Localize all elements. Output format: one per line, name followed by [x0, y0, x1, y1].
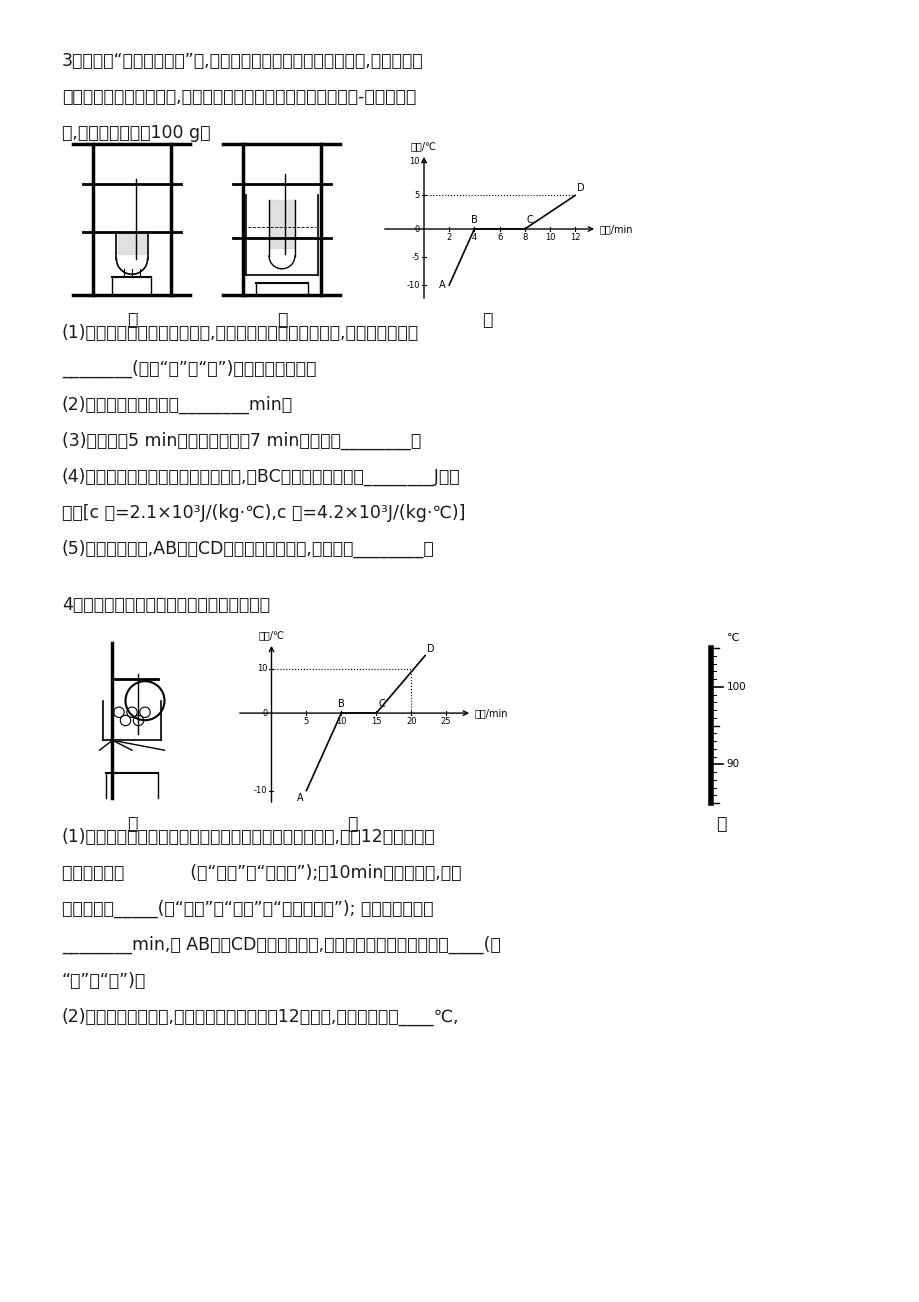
Text: 温度/℃: 温度/℃ — [411, 141, 437, 151]
Text: 乙: 乙 — [346, 815, 357, 833]
Text: D: D — [426, 643, 435, 654]
Text: (4)设相同时间内物质吸收的热量相同,则BC阶段物质共吸收了________J的热: (4)设相同时间内物质吸收的热量相同,则BC阶段物质共吸收了________J的… — [62, 467, 460, 486]
Text: A: A — [438, 280, 445, 290]
Text: 10: 10 — [544, 233, 555, 242]
Text: (1)根据实验记录他绘制了冰融化时温度随时间变化的图像,如图12乙所示。由: (1)根据实验记录他绘制了冰融化时温度随时间变化的图像,如图12乙所示。由 — [62, 828, 436, 846]
Text: 10: 10 — [409, 158, 420, 167]
Text: 甲: 甲 — [127, 815, 137, 833]
Text: 20: 20 — [405, 717, 416, 727]
Text: 丙: 丙 — [716, 815, 726, 833]
Text: 5: 5 — [414, 191, 420, 201]
Text: D: D — [576, 184, 584, 194]
Text: 10: 10 — [256, 664, 267, 673]
Text: 90: 90 — [726, 759, 739, 769]
Text: (2)继续加热到水沸腾,此时温度计的示数如图12丙所示,则水的沸点是____℃,: (2)继续加热到水沸腾,此时温度计的示数如图12丙所示,则水的沸点是____℃, — [62, 1008, 460, 1026]
Text: (3)物质在第5 min具有的内能比第7 min时的内能________。: (3)物质在第5 min具有的内能比第7 min时的内能________。 — [62, 432, 421, 450]
Text: 象,已知冰的质量为100 g。: 象,已知冰的质量为100 g。 — [62, 124, 210, 142]
Text: 15: 15 — [370, 717, 381, 727]
Text: (1)为了使试管中的冰受热均匀,且便于记录各时刻的温度値,小明同学应选用: (1)为了使试管中的冰受热均匀,且便于记录各时刻的温度値,小明同学应选用 — [62, 324, 419, 342]
Text: “大”或“小”)。: “大”或“小”)。 — [62, 973, 146, 990]
Text: 6: 6 — [496, 233, 502, 242]
Text: -10: -10 — [406, 280, 420, 289]
Text: 10: 10 — [335, 717, 346, 727]
Text: A: A — [297, 793, 303, 802]
Text: 2: 2 — [446, 233, 451, 242]
Text: 12: 12 — [570, 233, 580, 242]
Text: 的物质处于_____(填“固态”、“液态”或“固液混合态”); 冰融化过程需要: 的物质处于_____(填“固态”、“液态”或“固液混合态”); 冰融化过程需要 — [62, 900, 433, 918]
Text: 0: 0 — [262, 708, 267, 717]
Text: (2)冰的融化过程持续了________min。: (2)冰的融化过程持续了________min。 — [62, 396, 293, 414]
Text: 丙: 丙 — [482, 311, 492, 329]
Text: ℃: ℃ — [726, 633, 738, 643]
Text: 时间/min: 时间/min — [599, 224, 633, 234]
Text: 温度/℃: 温度/℃ — [258, 630, 284, 641]
Text: 量。[c 冰=2.1×10³J/(kg·℃),c 水=4.2×10³J/(kg·℃)]: 量。[c 冰=2.1×10³J/(kg·℃),c 水=4.2×10³J/(kg·… — [62, 504, 465, 522]
Text: ________(选填“甲”或“乙”)装置来进行实验。: ________(选填“甲”或“乙”)装置来进行实验。 — [62, 359, 316, 379]
Text: 时间/min: 时间/min — [474, 708, 508, 719]
Text: 3、在探究“冰的融化特点”时,有如图甲、乙所示的两套实验装置,小明选择了: 3、在探究“冰的融化特点”时,有如图甲、乙所示的两套实验装置,小明选择了 — [62, 52, 423, 70]
Text: 25: 25 — [440, 717, 451, 727]
Text: 4: 4 — [471, 233, 477, 242]
Text: B: B — [337, 699, 345, 710]
Text: 合适的实验装置进行实验,根据实验数据绘制了如图丙所示的温度-时间关系图: 合适的实验装置进行实验,根据实验数据绘制了如图丙所示的温度-时间关系图 — [62, 89, 415, 105]
Text: 0: 0 — [414, 224, 420, 233]
Text: C: C — [527, 215, 533, 225]
Text: B: B — [471, 215, 477, 225]
Text: 甲: 甲 — [127, 311, 137, 329]
Text: 5: 5 — [303, 717, 309, 727]
Text: 100: 100 — [726, 682, 745, 691]
Text: -5: -5 — [412, 253, 420, 262]
Text: C: C — [378, 699, 385, 710]
Text: 图像可知冰是            (填“晶体”或“非晶体”);在10min末这一时刻,杯里: 图像可知冰是 (填“晶体”或“非晶体”);在10min末这一时刻,杯里 — [62, 865, 461, 881]
Text: 乙: 乙 — [277, 311, 287, 329]
Text: 4、小明同学用如图甲所示的装置对冰加热。: 4、小明同学用如图甲所示的装置对冰加热。 — [62, 596, 269, 615]
Text: ________min,从 AB段和CD段的比较可知,冰的比热容比水的比热容要____(填: ________min,从 AB段和CD段的比较可知,冰的比热容比水的比热容要_… — [62, 936, 500, 954]
Text: 8: 8 — [522, 233, 527, 242]
Text: (5)在图丙所示中,AB段与CD段的倾斜程度不同,这是因为________。: (5)在图丙所示中,AB段与CD段的倾斜程度不同,这是因为________。 — [62, 540, 435, 559]
Text: -10: -10 — [254, 786, 267, 796]
